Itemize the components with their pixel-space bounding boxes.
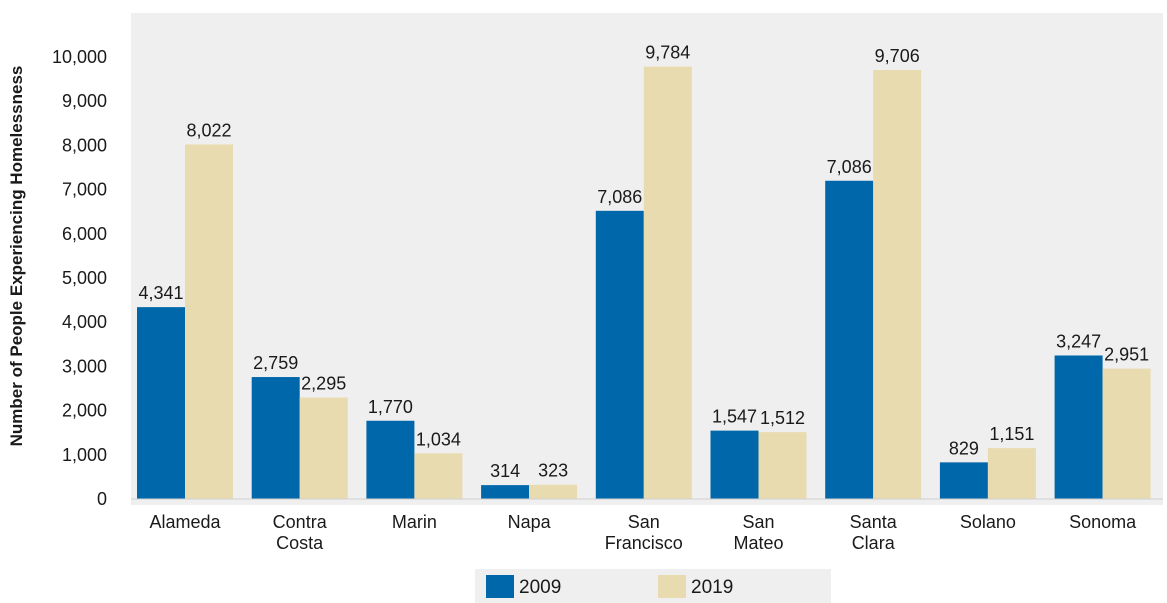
- data-label-2009: 1,770: [368, 397, 413, 417]
- y-tick-label: 8,000: [62, 135, 107, 155]
- data-label-2009: 4,341: [138, 283, 183, 303]
- bar-2019: [873, 69, 922, 499]
- category-label: San Francisco: [605, 512, 683, 553]
- data-label-2019: 1,034: [416, 429, 461, 449]
- data-label-2009: 314: [490, 461, 520, 481]
- bar-2009: [366, 420, 415, 499]
- data-label-2019: 1,151: [989, 424, 1034, 444]
- category-label-line: Napa: [508, 512, 552, 532]
- category-label-line: Mateo: [733, 533, 783, 553]
- bar-2009: [939, 462, 988, 499]
- y-tick-label: 3,000: [62, 356, 107, 376]
- legend-label-2019: 2019: [691, 577, 733, 598]
- legend-label-2009: 2009: [519, 577, 561, 598]
- data-label-2019: 323: [538, 461, 568, 481]
- bar-2019: [299, 397, 348, 499]
- bar-2019: [758, 432, 807, 499]
- category-label-line: Francisco: [605, 533, 683, 553]
- bar-2019: [185, 144, 233, 499]
- y-tick-label: 9,000: [62, 91, 107, 111]
- legend: 2009 2019: [475, 569, 831, 603]
- legend-background: [475, 569, 831, 603]
- y-tick-label: 10,000: [52, 47, 107, 67]
- category-label: Napa: [508, 512, 552, 532]
- data-label-2009: 3,247: [1056, 331, 1101, 351]
- data-label-2009: 7,086: [597, 187, 642, 207]
- bar-2009: [1054, 355, 1103, 499]
- data-label-2019: 9,706: [875, 46, 920, 66]
- data-label-2009: 829: [949, 438, 979, 458]
- category-label-line: Santa: [850, 512, 898, 532]
- bar-2019: [643, 66, 692, 499]
- data-label-2019: 8,022: [186, 120, 231, 140]
- y-tick-label: 7,000: [62, 180, 107, 200]
- y-axis-title: Number of People Experiencing Homelessne…: [7, 66, 26, 447]
- category-label: Solano: [960, 512, 1016, 532]
- data-label-2009: 1,547: [712, 407, 757, 427]
- legend-swatch-2019: [658, 575, 686, 598]
- category-label: San Mateo: [733, 512, 783, 553]
- category-label: Alameda: [149, 512, 221, 532]
- bar-2009: [251, 377, 300, 499]
- bar-2009: [137, 307, 185, 499]
- category-label-line: Costa: [276, 533, 324, 553]
- category-label: Santa Clara: [850, 512, 898, 553]
- data-label-2019: 2,295: [301, 374, 346, 394]
- category-label-line: Solano: [960, 512, 1016, 532]
- category-label-line: Clara: [852, 533, 896, 553]
- y-tick-label: 4,000: [62, 312, 107, 332]
- category-label: Contra Costa: [273, 512, 328, 553]
- category-label-line: San: [628, 512, 660, 532]
- data-label-2019: 9,784: [645, 43, 690, 63]
- category-label: Marin: [392, 512, 437, 532]
- category-label-line: Marin: [392, 512, 437, 532]
- category-label-line: Sonoma: [1069, 512, 1137, 532]
- bar-2019: [987, 448, 1036, 499]
- data-label-2009: 2,759: [253, 353, 298, 373]
- data-label-2009: 7,086: [827, 157, 872, 177]
- bar-2009: [595, 210, 644, 500]
- y-tick-label: 2,000: [62, 401, 107, 421]
- bar-2019: [414, 453, 463, 499]
- data-label-2019: 1,512: [760, 408, 805, 428]
- y-tick-label: 6,000: [62, 224, 107, 244]
- category-label-line: Contra: [273, 512, 328, 532]
- y-tick-label: 0: [97, 489, 107, 509]
- y-tick-label: 1,000: [62, 445, 107, 465]
- bar-2019: [1102, 368, 1151, 499]
- y-axis-ticks: 0 1,000 2,000 3,000 4,000 5,000 6,000 7,000 8,00…: [52, 47, 107, 509]
- legend-swatch-2009: [486, 575, 514, 598]
- bar-2009: [710, 430, 759, 499]
- bars: [131, 66, 1163, 500]
- bar-2019: [529, 484, 578, 499]
- y-tick-label: 5,000: [62, 268, 107, 288]
- category-label-line: San: [742, 512, 774, 532]
- category-label: Sonoma: [1069, 512, 1137, 532]
- data-label-2019: 2,951: [1104, 345, 1149, 365]
- bar-2009: [825, 180, 874, 499]
- category-label-line: Alameda: [149, 512, 221, 532]
- bar-2009: [481, 485, 530, 499]
